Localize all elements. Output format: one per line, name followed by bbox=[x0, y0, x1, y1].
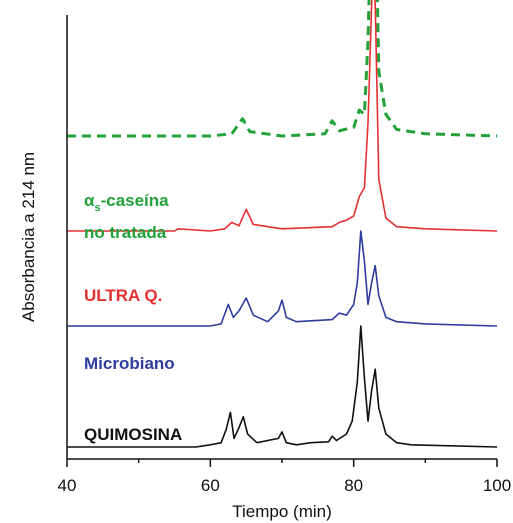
x-ticks-group: 40 60 80 100 bbox=[58, 459, 511, 495]
x-tick-label: 40 bbox=[58, 476, 77, 495]
series-label-alpha-sub: s bbox=[94, 202, 100, 214]
series-label-alpha-rest: -caseína bbox=[101, 191, 170, 210]
x-tick-label: 80 bbox=[344, 476, 363, 495]
x-axis-label: Tiempo (min) bbox=[232, 502, 332, 521]
series-line-0 bbox=[67, 0, 498, 138]
svg-text:αs-caseína: αs-caseína bbox=[84, 191, 169, 214]
series-line-2 bbox=[67, 230, 498, 327]
series-label-alpha-main: α bbox=[84, 191, 95, 210]
x-tick-label: 60 bbox=[201, 476, 220, 495]
series-label-microbiano: Microbiano bbox=[84, 354, 175, 373]
series-label-alpha-line2: no tratada bbox=[84, 223, 167, 242]
x-tick-label: 100 bbox=[483, 476, 511, 495]
series-line-1 bbox=[67, 0, 498, 232]
series-label-ultra-q: ULTRA Q. bbox=[84, 286, 162, 305]
traces-group bbox=[67, 0, 498, 448]
series-label-alpha-casein: αs-caseína no tratada bbox=[84, 191, 169, 242]
y-axis-label: Absorbancia a 214 nm bbox=[19, 152, 38, 322]
series-line-3 bbox=[67, 325, 498, 448]
series-label-quimosina: QUIMOSINA bbox=[84, 425, 182, 444]
